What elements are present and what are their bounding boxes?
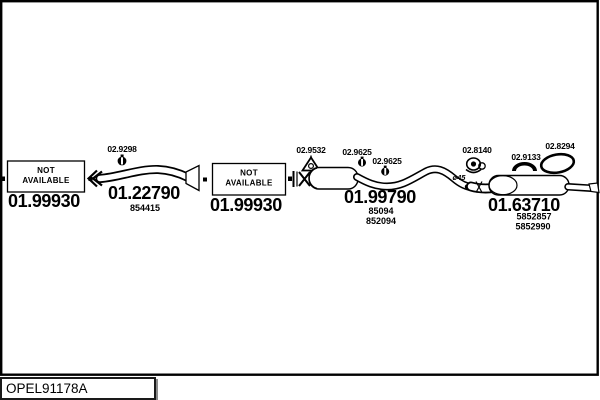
not-available-frame [6,160,86,193]
pipe-inlet-chevron [91,170,103,187]
not-available-line1: NOT [240,169,258,178]
hanger-rear-fitting: 02.8140 [462,145,492,174]
band-clamp-icon [512,162,537,171]
front-pipe-drawing[interactable] [86,164,200,192]
muffler-endcap-line [308,167,318,189]
clamp-mid-2-fitting: 02.9625 [372,156,402,176]
not-available-line2: AVAILABLE [22,176,70,185]
rear-muffler-oe-1: 5852857 [516,212,551,222]
rear-muffler-drawing[interactable] [488,174,600,196]
rear-muffler-part-number[interactable]: 01.63710 [488,195,561,215]
center-not-available-box: NOT AVAILABLE [211,162,287,196]
gasket-center-ref[interactable]: 02.9532 [296,145,326,155]
clamp-front-ref[interactable]: 02.9298 [107,144,137,154]
rear-muffler-oe-2: 5852990 [515,222,550,232]
drawing-code-box: OPEL91178A [0,377,156,400]
inlet-flange [292,171,311,187]
pipe-diameter-note: ø45 [453,173,467,182]
center-muffler-part-number[interactable]: 01.99790 [344,187,417,207]
sleeve-clamp-marks [475,181,483,193]
pipe-inlet-chevron [86,169,98,188]
not-available-line1: NOT [37,166,55,175]
band-clamp-rear-fitting: 02.9133 [511,152,541,171]
tailpipe-tip [588,182,600,194]
ring-gasket-icon [539,152,576,175]
ring-gasket-rear-fitting: 02.8294 [539,141,576,175]
center-muffler-oe-2: 852094 [366,216,396,226]
clamp-mid-1-fitting: 02.9625 [342,147,372,167]
connector-square [203,177,207,182]
front-not-available-box: NOT AVAILABLE [6,160,86,193]
clamp-icon [117,154,127,166]
band-clamp-rear-ref[interactable]: 02.9133 [511,152,541,162]
center-muffler-oe-1: 85094 [368,206,393,216]
clamp-front-fitting: 02.9298 [107,144,137,166]
center-muffler-drawing[interactable] [308,166,359,190]
muffler-endcap-line [488,175,518,196]
ring-gasket-rear-ref[interactable]: 02.8294 [545,141,575,151]
pipe-flared-end [185,164,200,192]
not-available-line2: AVAILABLE [225,179,273,188]
not-available-frame [211,162,287,196]
center-part-number[interactable]: 01.99930 [210,195,283,215]
clamp-icon [358,156,366,167]
clamp-mid-1-ref[interactable]: 02.9625 [342,147,372,157]
hanger-rear-ref[interactable]: 02.8140 [462,145,492,155]
connector-square [0,176,5,181]
gasket-center-fitting: 02.9532 [296,145,326,172]
connector-square [288,176,292,181]
front-pipe-oe-number: 854415 [130,203,160,213]
clamp-mid-2-ref[interactable]: 02.9625 [372,156,402,166]
drawing-code: OPEL91178A [6,381,88,396]
front-pipe-part-number[interactable]: 01.22790 [108,183,181,203]
hanger-icon [465,157,486,174]
front-part-number[interactable]: 01.99930 [8,191,81,211]
clamp-icon [381,165,390,176]
